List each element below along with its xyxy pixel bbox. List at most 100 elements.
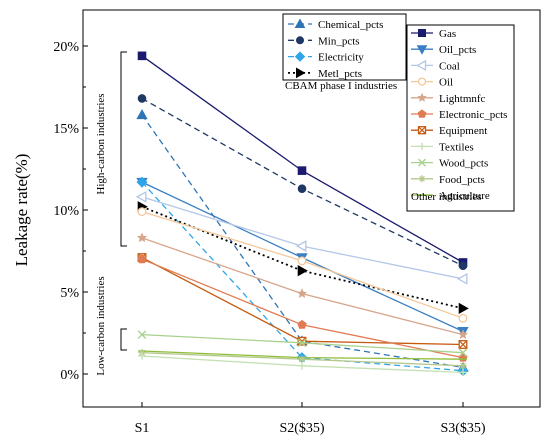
data-point-metl-pcts <box>297 265 308 277</box>
legend-entry-oil-pcts: Oil_pcts <box>411 44 476 56</box>
x-tick-label: S1 <box>135 421 150 436</box>
data-point-min-pcts <box>297 184 307 193</box>
legend-marker-lightmnfc <box>417 92 427 102</box>
series-coal <box>135 190 468 285</box>
data-point-wood-pcts <box>137 330 147 339</box>
series-lightmnfc <box>136 232 469 340</box>
x-tick-label: S2($35) <box>279 421 324 436</box>
high-carbon-bracket <box>120 51 127 247</box>
series-oil <box>137 207 468 323</box>
legend-marker-gas <box>418 29 426 37</box>
series-line-electricity <box>141 181 464 372</box>
legend-label-chemical-pcts: Chemical_pcts <box>318 19 383 31</box>
legend-marker-electronic-pcts <box>417 109 427 118</box>
legend-marker-electricity <box>294 51 306 62</box>
data-point-oil <box>297 256 307 266</box>
legend-label-coal: Coal <box>439 60 460 72</box>
legend-other-frame <box>406 24 515 212</box>
legend-label-oil: Oil <box>439 77 453 89</box>
y-tick-label: 5% <box>60 286 79 301</box>
low-carbon-bracket <box>120 328 127 351</box>
legend-marker-min-pcts <box>296 36 304 45</box>
data-point-textiles <box>459 368 467 377</box>
data-point-electronic-pcts <box>137 254 147 264</box>
data-point-equipment <box>458 340 468 349</box>
legend-marker-oil <box>417 77 427 86</box>
axes: 0% 5% 10% 15% 20% S1 S2($35) S3($35) <box>53 40 486 436</box>
legend-label-equipment: Equipment <box>439 125 487 137</box>
annotation-low-carbon: Low-carbon industries <box>95 276 107 375</box>
data-point-oil <box>458 313 468 323</box>
legend-label-wood-pcts: Wood_pcts <box>439 158 488 170</box>
series-line-lightmnfc <box>141 237 464 336</box>
data-point-coal <box>135 190 147 203</box>
data-point-lightmnfc <box>296 288 308 299</box>
x-tick-label: S3($35) <box>440 421 485 436</box>
legend-label-food-pcts: Food_pcts <box>439 174 485 186</box>
legend-marker-metl-pcts <box>296 67 306 79</box>
data-point-coal <box>456 272 468 285</box>
legend-entry-metl-pcts: Metl_pcts <box>288 67 362 80</box>
legend-other: Gas Oil_pcts Coal Oil Lightmnfc Electronic_pc… <box>406 24 515 212</box>
data-point-equipment <box>297 336 307 346</box>
legend-entry-electricity: Electricity <box>288 51 364 64</box>
data-point-oil <box>137 207 147 217</box>
legend-entry-lightmnfc: Lightmnfc <box>411 92 486 105</box>
series-layer <box>135 51 469 377</box>
legend-marker-chemical-pcts <box>294 18 306 28</box>
legend-marker-equipment <box>417 126 427 135</box>
legend-marker-wood-pcts <box>418 158 426 167</box>
data-point-metl-pcts <box>458 302 469 315</box>
data-point-wood-pcts <box>458 348 468 357</box>
legend-entry-min-pcts: Min_pcts <box>288 35 360 47</box>
legend-label-lightmnfc: Lightmnfc <box>439 93 486 105</box>
legend-entry-gas: Gas <box>411 28 456 40</box>
data-point-min-pcts <box>137 94 147 103</box>
legend-entry-equipment: Equipment <box>411 125 487 137</box>
legend-entry-oil: Oil <box>411 77 453 89</box>
legend-entry-agriculture: Agriculture <box>411 190 490 202</box>
legend-marker-textiles <box>418 142 426 150</box>
legend-entry-food-pcts: Food_pcts <box>411 174 485 186</box>
legend-entry-electronic-pcts: Electronic_pcts <box>411 109 507 121</box>
legend-label-gas: Gas <box>439 28 456 40</box>
data-point-food-pcts <box>459 362 467 370</box>
legend-label-electronic-pcts: Electronic_pcts <box>439 109 507 121</box>
legend-label-metl-pcts: Metl_pcts <box>318 68 362 80</box>
legend-label-electricity: Electricity <box>318 52 364 64</box>
legend-marker-coal <box>416 59 427 72</box>
legend-entry-textiles: Textiles <box>411 141 474 153</box>
y-tick-label: 15% <box>53 122 79 137</box>
plot-frame <box>82 9 541 408</box>
data-point-textiles <box>298 362 306 370</box>
legend-label-agriculture: Agriculture <box>439 190 490 202</box>
annotation-high-carbon: High-carbon industries <box>95 93 107 194</box>
y-axis-label: Leakage rate(%) <box>12 154 31 267</box>
data-point-min-pcts <box>458 261 468 271</box>
y-tick-label: 10% <box>53 204 79 219</box>
legend-cbam: Chemical_pcts Min_pcts Electricity Metl_pct… <box>282 13 407 81</box>
data-point-gas <box>137 51 147 61</box>
data-point-chemical-pcts <box>136 109 148 120</box>
legend-marker-oil-pcts <box>416 45 428 55</box>
legend-cbam-caption: CBAM phase I industries <box>285 80 397 92</box>
data-point-lightmnfc <box>136 232 148 243</box>
legend-label-textiles: Textiles <box>439 141 474 153</box>
data-point-gas <box>297 166 307 175</box>
y-tick-label: 0% <box>60 368 79 383</box>
data-point-electronic-pcts <box>297 319 307 329</box>
series-wood-pcts <box>137 330 468 357</box>
legend-entry-chemical-pcts: Chemical_pcts <box>288 18 383 31</box>
legend-other-caption: Other industries <box>411 191 482 203</box>
data-point-textiles <box>138 352 146 360</box>
legend-cbam-frame <box>282 13 407 81</box>
series-textiles <box>138 352 467 377</box>
legend-entry-coal: Coal <box>411 59 460 72</box>
legend-entry-wood-pcts: Wood_pcts <box>411 158 488 170</box>
y-tick-label: 20% <box>53 40 79 55</box>
data-point-food-pcts <box>298 355 306 364</box>
legend-label-min-pcts: Min_pcts <box>318 35 360 47</box>
series-min-pcts <box>137 94 468 271</box>
data-point-lightmnfc <box>457 329 469 340</box>
